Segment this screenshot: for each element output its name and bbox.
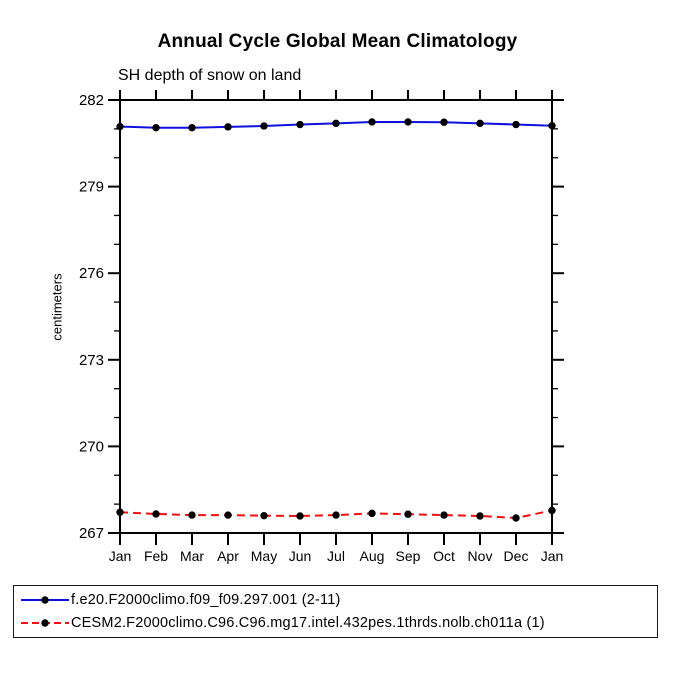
x-tick-label: Aug — [360, 548, 385, 564]
data-point-marker — [116, 508, 124, 516]
x-tick-label: Mar — [180, 548, 204, 564]
x-tick-label: Jan — [109, 548, 132, 564]
x-tick-label: Jul — [327, 548, 345, 564]
legend-label: CESM2.F2000climo.C96.C96.mg17.intel.432p… — [71, 615, 545, 632]
legend-row-series-1: CESM2.F2000climo.C96.C96.mg17.intel.432p… — [19, 613, 657, 633]
legend-row-series-0: f.e20.F2000climo.f09_f09.297.001 (2-11) — [19, 590, 657, 610]
data-point-marker — [224, 123, 232, 131]
x-tick-label: Feb — [144, 548, 168, 564]
data-point-marker — [260, 122, 268, 130]
data-point-marker — [512, 514, 520, 522]
y-tick-label: 273 — [79, 352, 104, 369]
chart-subtitle: SH depth of snow on land — [118, 67, 302, 84]
y-tick-label: 267 — [79, 525, 104, 542]
x-tick-label: Sep — [396, 548, 421, 564]
series-0 — [116, 118, 556, 132]
x-tick-label: Dec — [504, 548, 529, 564]
chart-title: Annual Cycle Global Mean Climatology — [157, 31, 518, 52]
x-tick-label: Nov — [468, 548, 493, 564]
y-axis-tick-labels: 267 270 273 276 279 282 — [79, 92, 104, 542]
data-point-marker — [116, 122, 124, 131]
data-point-marker — [188, 124, 196, 132]
legend: f.e20.F2000climo.f09_f09.297.001 (2-11) … — [13, 585, 658, 638]
legend-line-sample-icon — [21, 595, 69, 604]
plot-frame — [119, 99, 553, 534]
x-tick-label: May — [251, 548, 277, 564]
data-point-marker — [404, 510, 412, 518]
data-point-marker — [152, 124, 160, 132]
data-point-marker — [548, 506, 556, 515]
data-point-marker — [476, 119, 484, 128]
data-point-marker — [296, 120, 304, 129]
data-point-marker — [152, 510, 160, 518]
data-point-marker — [224, 511, 232, 519]
data-point-marker — [548, 121, 556, 130]
data-point-marker — [188, 511, 196, 519]
data-point-marker — [404, 118, 412, 126]
y-axis-ticks — [108, 99, 564, 534]
y-tick-label: 282 — [79, 92, 104, 109]
data-point-marker — [368, 509, 376, 518]
x-tick-label: Jan — [541, 548, 564, 564]
data-point-marker — [512, 120, 520, 129]
data-point-marker — [368, 118, 376, 126]
series-1 — [116, 506, 556, 522]
data-point-marker — [476, 512, 484, 520]
data-point-marker — [332, 119, 340, 128]
x-tick-label: Oct — [433, 548, 455, 564]
data-point-marker — [332, 511, 340, 519]
data-point-marker — [260, 511, 268, 520]
y-tick-label: 276 — [79, 265, 104, 282]
data-point-marker — [296, 512, 304, 520]
y-tick-label: 270 — [79, 438, 104, 455]
legend-line-sample-icon — [21, 619, 69, 628]
x-axis-tick-labels: Jan Feb Mar Apr May Jun Jul Aug Sep Oct Nov Dec Jan — [109, 548, 564, 564]
x-axis-ticks — [119, 90, 553, 545]
legend-label: f.e20.F2000climo.f09_f09.297.001 (2-11) — [71, 591, 341, 608]
x-tick-label: Apr — [217, 548, 239, 564]
y-tick-label: 279 — [79, 179, 104, 196]
x-tick-label: Jun — [289, 548, 312, 564]
data-point-marker — [440, 511, 448, 519]
data-point-marker — [440, 118, 448, 126]
